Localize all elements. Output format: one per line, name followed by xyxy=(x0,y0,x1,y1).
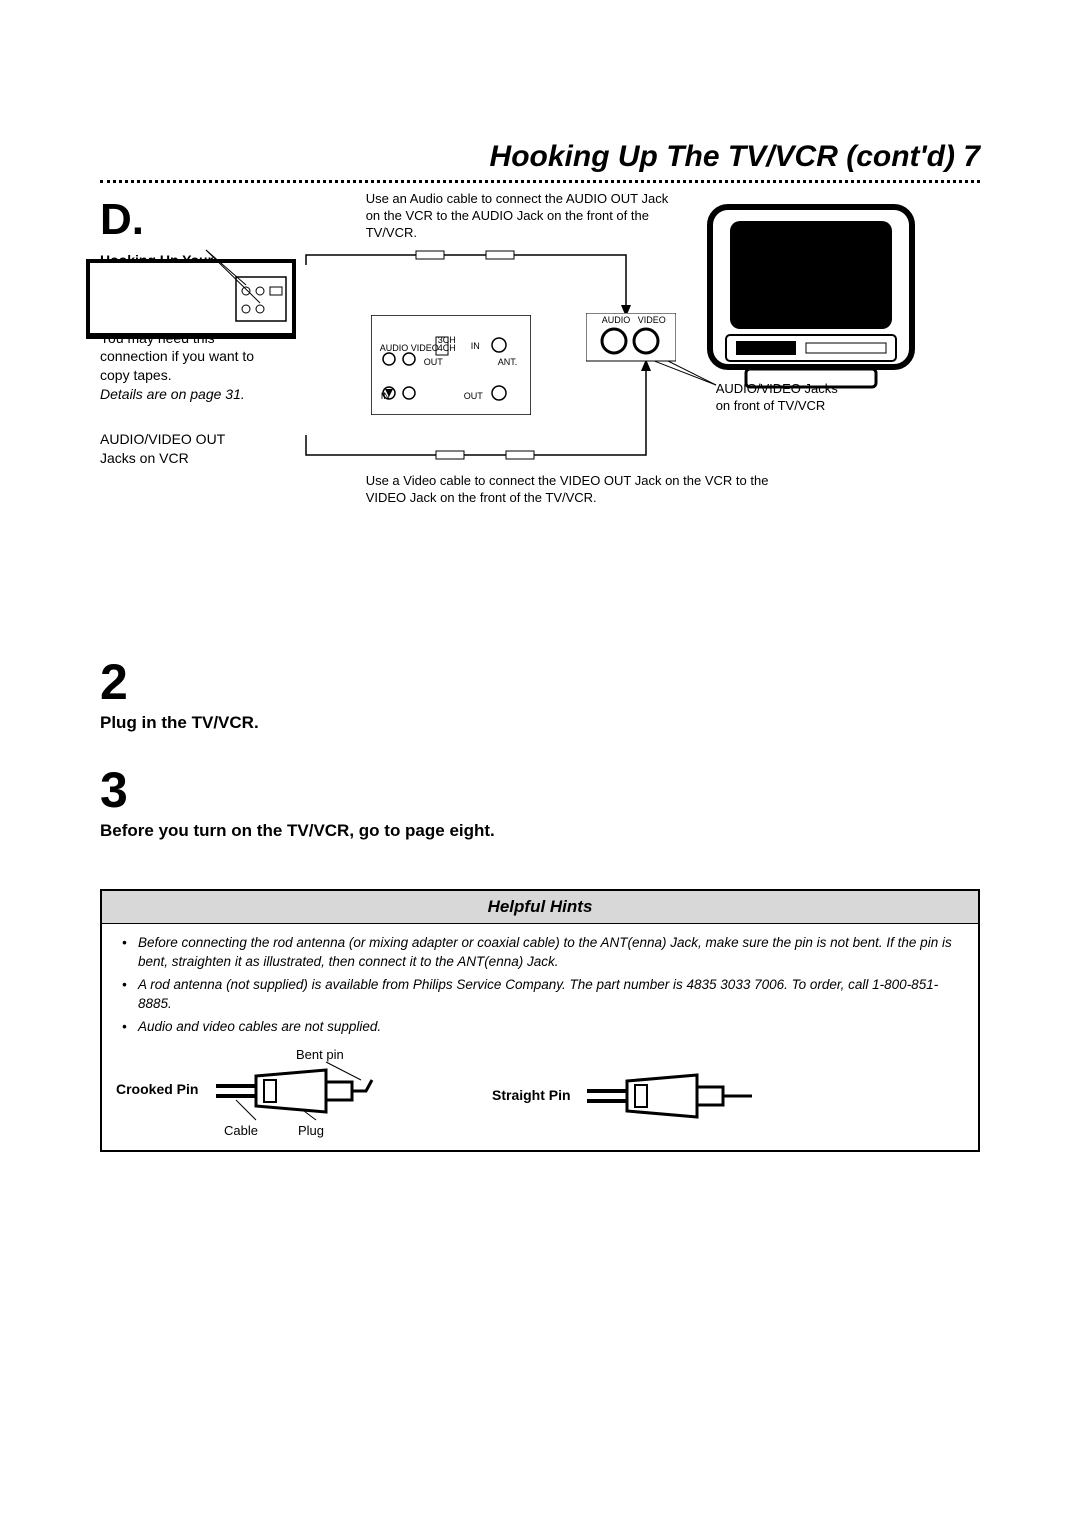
step-3-number: 3 xyxy=(100,761,980,819)
crooked-pin-icon xyxy=(216,1050,476,1140)
connection-diagram: Use an Audio cable to connect the AUDIO … xyxy=(286,185,980,625)
step-3-text: Before you turn on the TV/VCR, go to pag… xyxy=(100,821,980,841)
video-cable-caption: Use a Video cable to connect the VIDEO O… xyxy=(366,473,786,507)
straight-pin-icon xyxy=(587,1065,787,1125)
hint-3: Audio and video cables are not supplied. xyxy=(116,1018,964,1037)
dotted-divider xyxy=(100,180,980,183)
av-jacks-label: AUDIO/VIDEO Jacks on front of TV/VCR xyxy=(716,381,838,415)
step-2-text: Plug in the TV/VCR. xyxy=(100,713,980,733)
hints-title: Helpful Hints xyxy=(102,891,978,924)
page-title: Hooking Up The TV/VCR (cont'd) 7 xyxy=(100,140,980,174)
hint-2: A rod antenna (not supplied) is availabl… xyxy=(116,976,964,1014)
pin-illustration-row: Crooked Pin Bent pin Cable Plug xyxy=(116,1050,964,1140)
step-2-number: 2 xyxy=(100,653,980,711)
hint-1: Before connecting the rod antenna (or mi… xyxy=(116,934,964,972)
helpful-hints-box: Helpful Hints Before connecting the rod … xyxy=(100,889,980,1152)
tvvcr-icon xyxy=(706,203,916,393)
